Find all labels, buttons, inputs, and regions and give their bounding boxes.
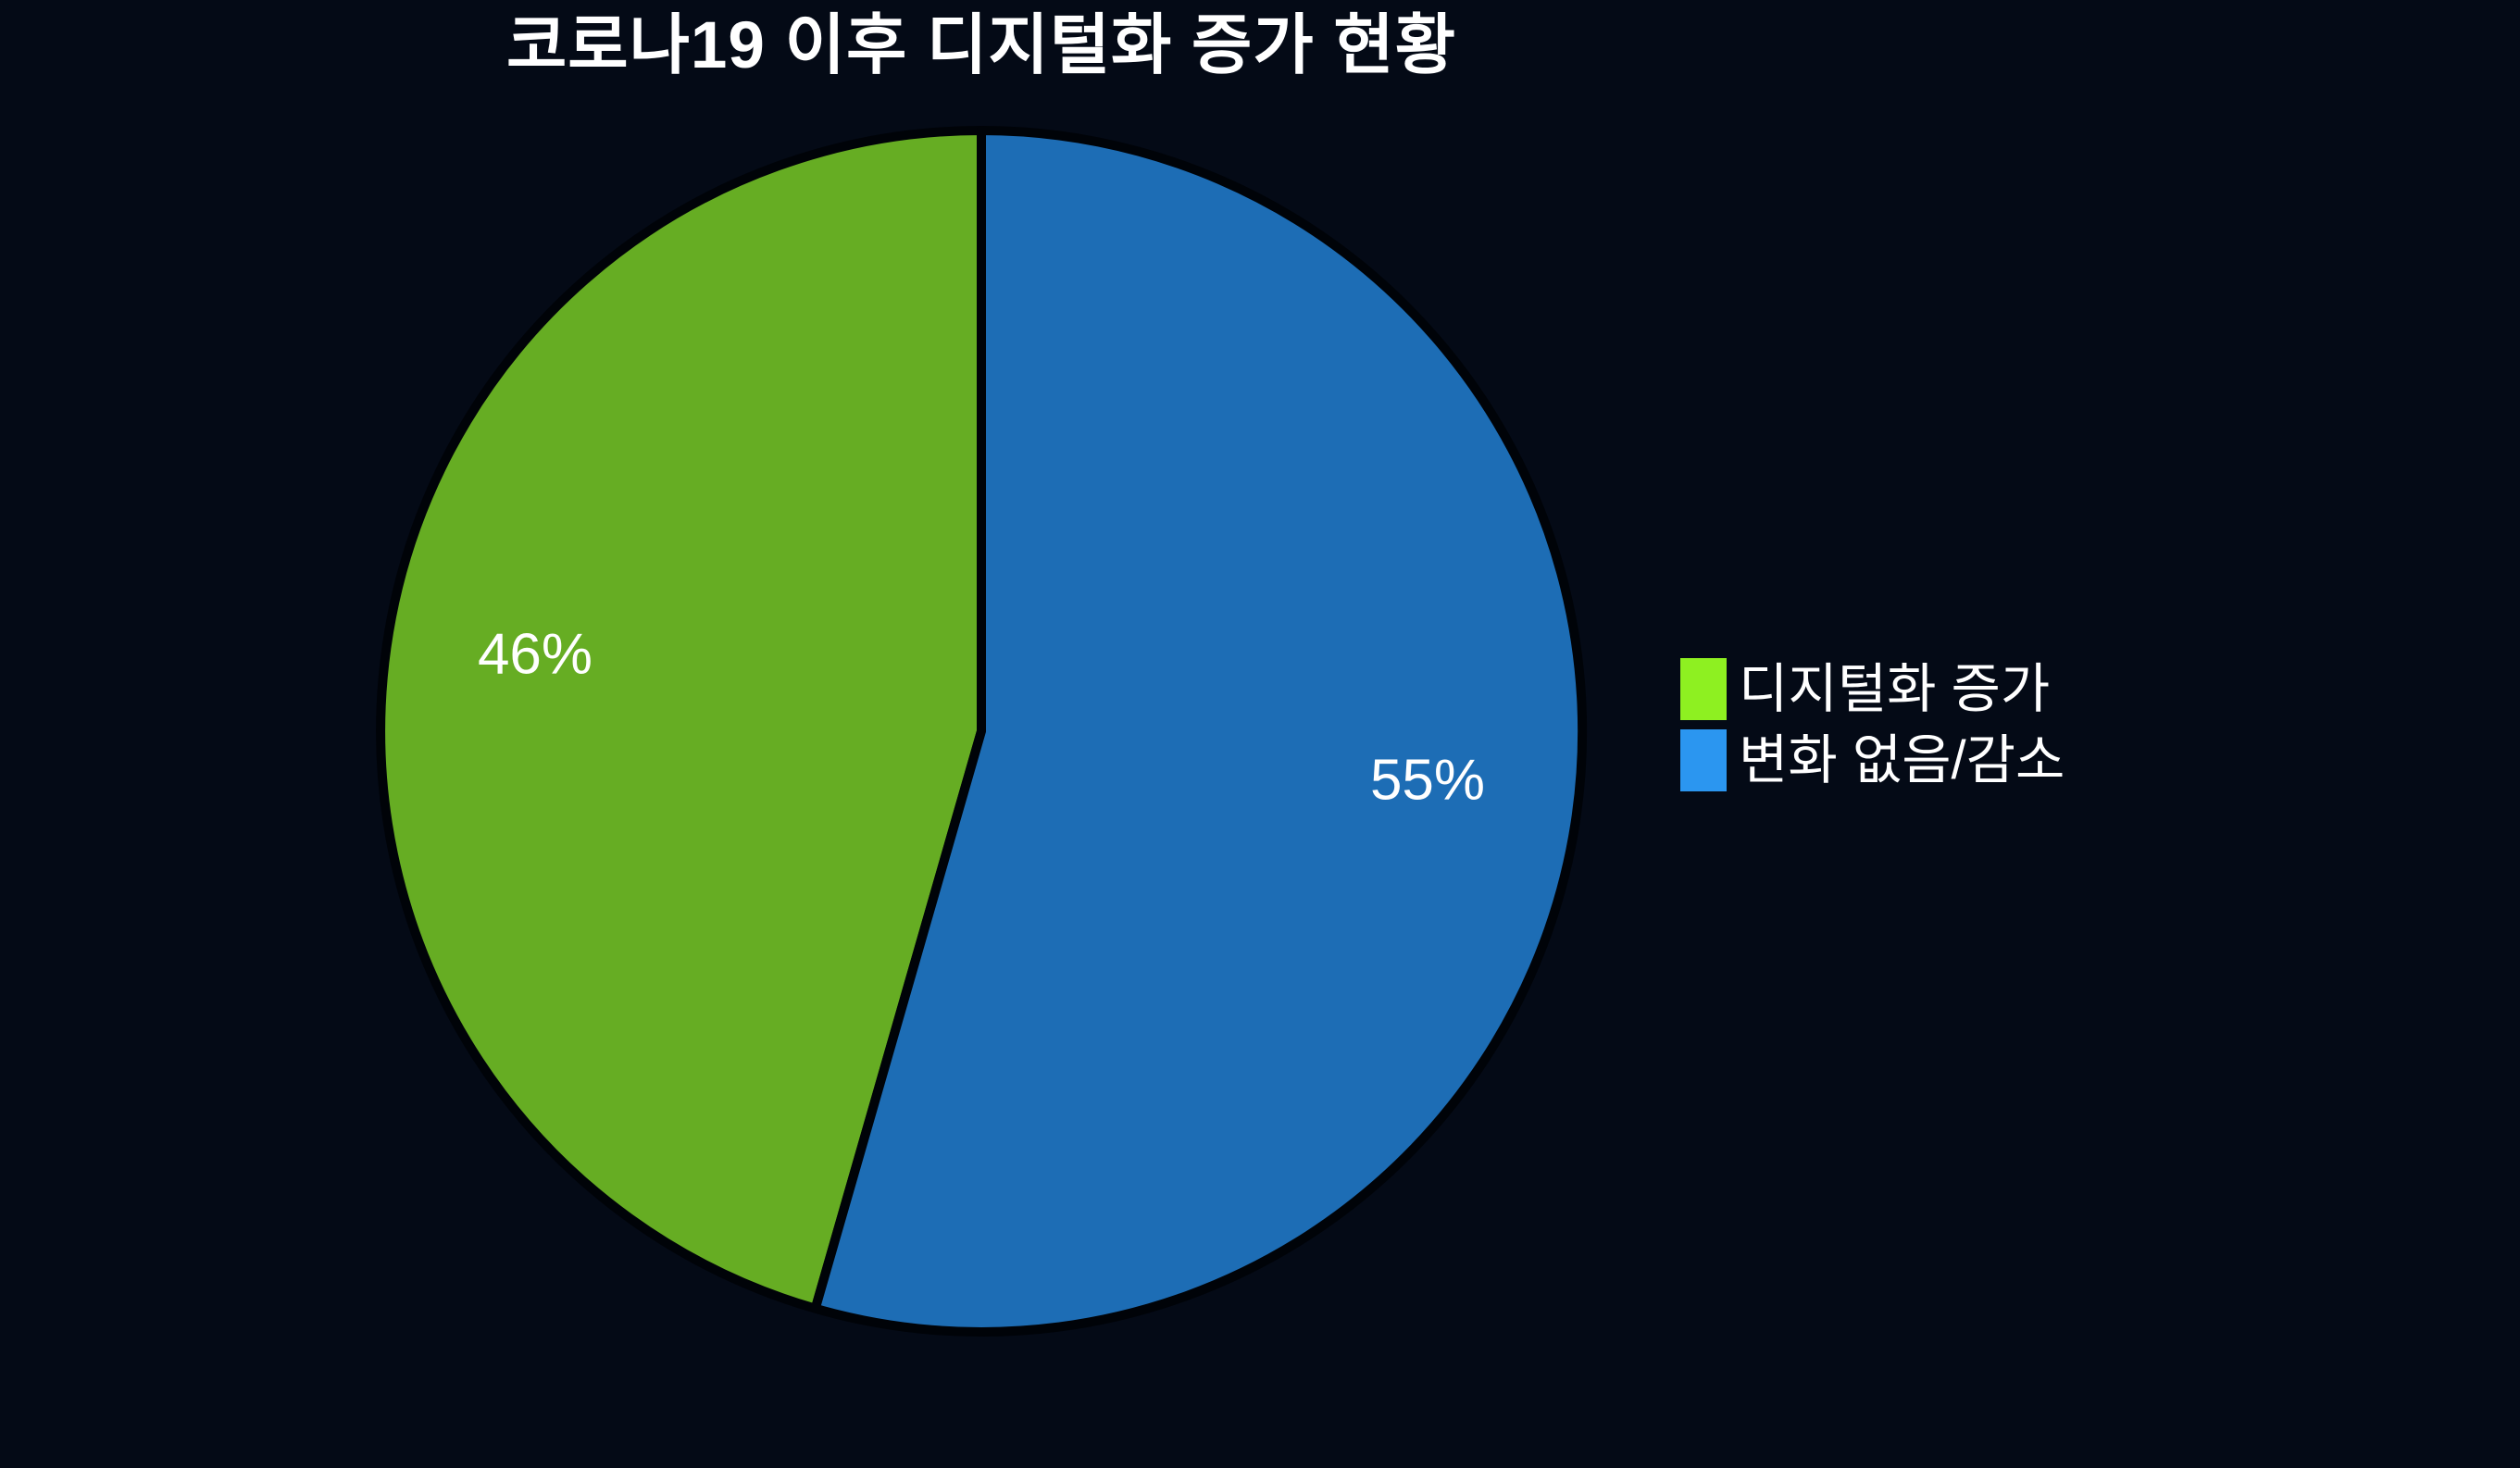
- legend-item-0: 디지털화 증가: [1680, 658, 2065, 720]
- slice-label-1: 55%: [1370, 748, 1485, 812]
- pie-slice-1: [810, 126, 1588, 1337]
- legend-label-1: 변화 없음/감소: [1739, 730, 2065, 790]
- legend-swatch-0: [1680, 658, 1727, 720]
- chart-title: 코로나19 이후 디지털화 증가 현황: [505, 9, 1457, 82]
- pie-slice-0: [376, 126, 986, 1313]
- legend-label-0: 디지털화 증가: [1739, 659, 2051, 719]
- legend-swatch-1: [1680, 729, 1727, 791]
- slice-label-0: 46%: [478, 623, 593, 687]
- legend-item-1: 변화 없음/감소: [1680, 729, 2065, 791]
